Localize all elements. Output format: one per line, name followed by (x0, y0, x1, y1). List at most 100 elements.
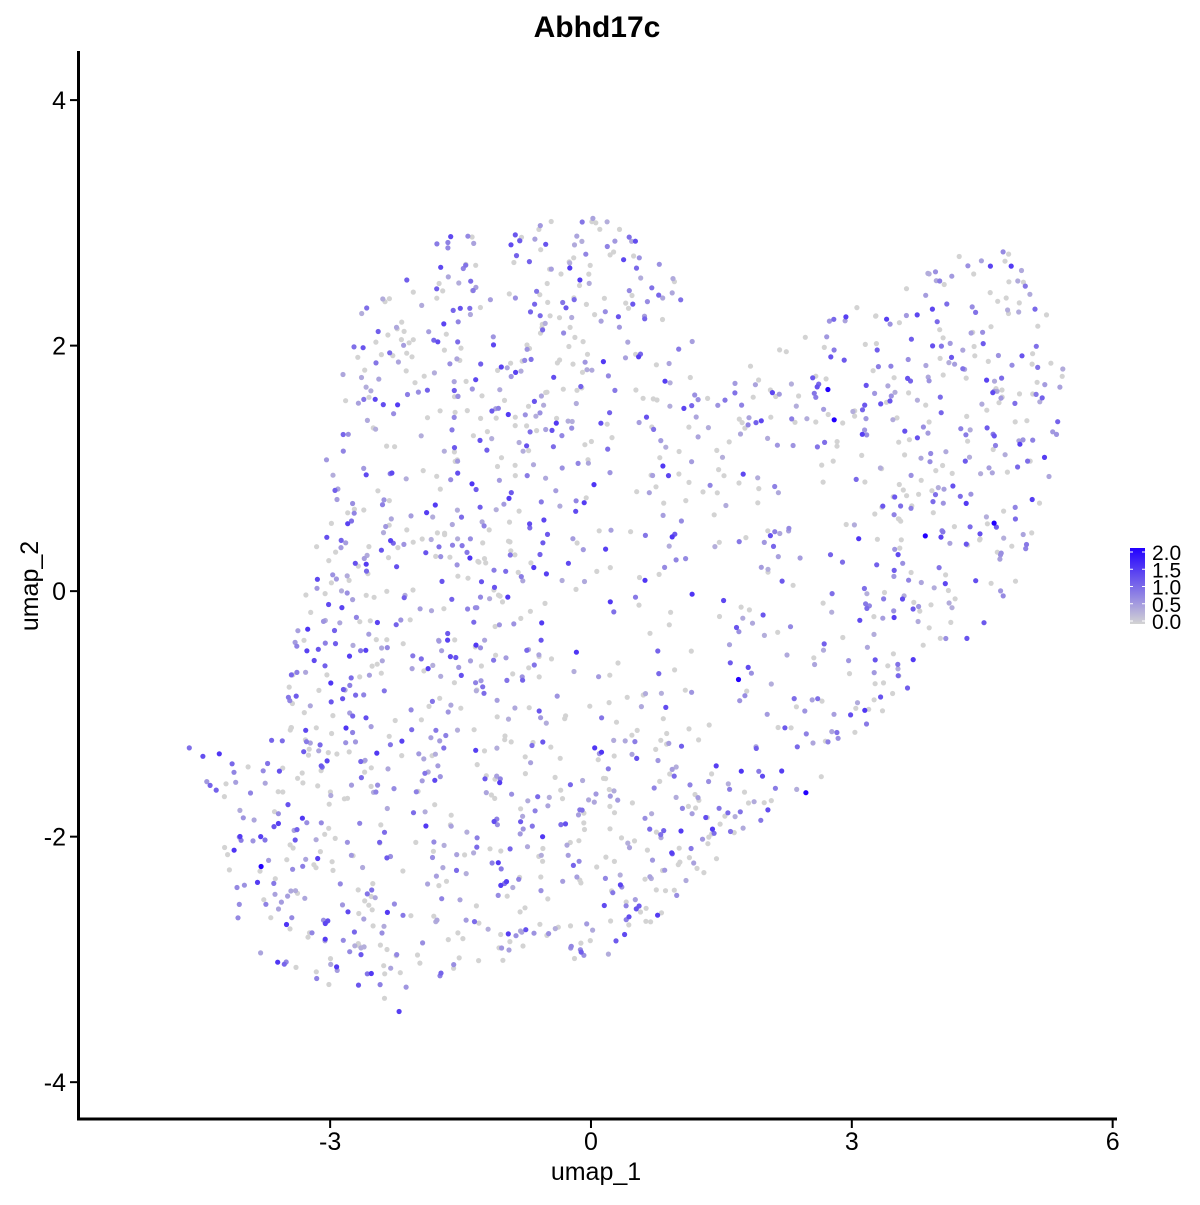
cell-point (488, 792, 494, 798)
cell-point (601, 295, 608, 301)
colorbar-tick-label: 2.0 (1152, 542, 1181, 565)
cell-point (381, 829, 388, 835)
cell-point (797, 555, 803, 561)
cell-point (540, 739, 546, 745)
cell-point (280, 765, 286, 771)
cell-point (908, 569, 914, 576)
cell-point (622, 355, 629, 361)
cell-point (328, 699, 334, 705)
cell-point (332, 487, 338, 493)
cell-point (937, 394, 943, 400)
cell-point (659, 316, 666, 323)
cell-point (606, 700, 612, 706)
cell-point (839, 559, 846, 565)
cell-point (738, 768, 744, 774)
cell-point (527, 521, 533, 527)
cell-point (508, 548, 514, 554)
cell-point (1034, 379, 1040, 385)
cell-point (579, 238, 585, 244)
cell-point (667, 403, 673, 409)
cell-point (932, 492, 939, 498)
cell-point (999, 375, 1005, 381)
cell-point (613, 719, 620, 725)
cell-point (581, 826, 588, 833)
cell-point (782, 725, 788, 731)
cell-point (469, 481, 475, 487)
cell-point (996, 400, 1002, 406)
cell-point (611, 788, 617, 794)
cell-point (495, 367, 501, 373)
cell-point (473, 486, 479, 493)
cell-point (395, 402, 401, 408)
cell-point (457, 305, 463, 311)
cell-point (916, 603, 922, 610)
cell-point (512, 414, 518, 420)
cell-point (384, 588, 390, 594)
cell-point (694, 865, 700, 872)
cell-point (983, 514, 990, 520)
cell-point (231, 769, 237, 775)
cell-point (751, 799, 757, 805)
cell-point (371, 594, 377, 600)
cell-point (418, 656, 424, 662)
cell-point (1050, 429, 1056, 435)
cell-point (737, 698, 743, 704)
cell-point (1036, 500, 1043, 506)
cell-point (447, 361, 453, 367)
cell-point (737, 431, 744, 437)
cell-point (272, 876, 278, 882)
cell-point (587, 262, 593, 268)
cell-point (949, 605, 955, 611)
cell-point (686, 424, 692, 430)
cell-point (605, 766, 611, 772)
cell-point (753, 420, 759, 426)
cell-point (505, 411, 511, 418)
cell-point (431, 913, 437, 919)
cell-point (638, 704, 645, 710)
cell-point (625, 339, 631, 345)
cell-point (888, 393, 894, 399)
cell-point (624, 694, 630, 700)
cell-point (465, 233, 471, 239)
cell-point (649, 811, 655, 817)
cell-point (477, 437, 483, 443)
cell-point (463, 917, 469, 923)
cell-point (861, 585, 868, 592)
colorbar-tick-label: 0.5 (1152, 594, 1181, 617)
cell-point (934, 319, 940, 325)
cell-point (918, 477, 924, 483)
cell-point (1012, 504, 1018, 510)
cell-point (940, 462, 946, 469)
cell-point (887, 398, 893, 404)
cell-point (660, 512, 666, 519)
cell-point (406, 340, 412, 346)
cell-point (374, 619, 380, 626)
cell-point (895, 552, 901, 558)
cell-point (498, 364, 504, 370)
y-tick-label: 0 (52, 578, 66, 606)
cell-point (571, 668, 577, 675)
cell-point (820, 647, 827, 653)
cell-point (364, 417, 370, 423)
cell-point (334, 751, 340, 757)
cell-point (1020, 531, 1026, 538)
cell-point (892, 494, 898, 500)
cell-point (834, 439, 840, 445)
cell-point (705, 841, 711, 847)
cell-point (445, 239, 451, 246)
cell-point (947, 540, 953, 546)
cell-point (268, 915, 274, 921)
cell-point (581, 820, 587, 826)
cell-point (455, 319, 461, 325)
cell-point (768, 414, 774, 420)
cell-point (433, 727, 439, 733)
cell-point (604, 219, 610, 225)
cell-point (458, 345, 464, 351)
cell-point (350, 597, 356, 603)
cell-point (258, 834, 264, 840)
cell-point (361, 396, 367, 402)
cell-point (740, 615, 746, 621)
cell-point (593, 220, 599, 226)
cell-point (964, 413, 970, 419)
cell-point (338, 537, 344, 544)
